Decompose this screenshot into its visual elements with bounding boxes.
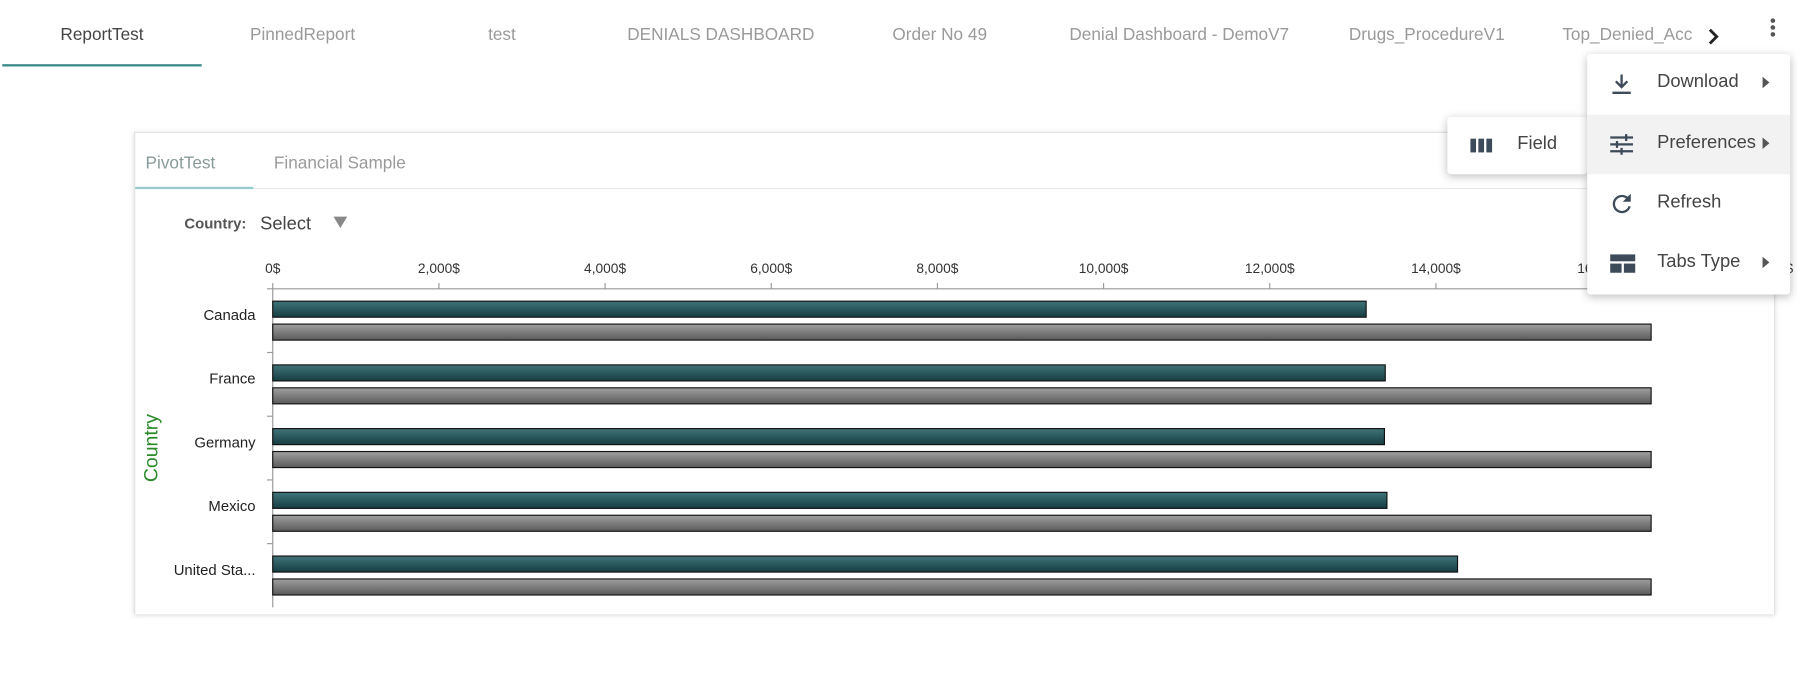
- bar: [272, 364, 1386, 382]
- bar: [272, 555, 1459, 573]
- bar: [272, 450, 1652, 469]
- active-underline: [135, 186, 254, 190]
- y-axis-title: Country: [141, 414, 163, 482]
- next-tab[interactable]: [1708, 28, 1719, 45]
- tabs-type-icon: [1610, 254, 1636, 273]
- x-tick-label: 10,000$: [1079, 261, 1129, 276]
- bar: [272, 578, 1652, 596]
- tab-controls: [1708, 18, 1776, 45]
- y-tick-label: Germany: [194, 435, 256, 451]
- y-tick-label: Canada: [203, 308, 256, 324]
- submenu: Field: [1447, 116, 1588, 175]
- sub-tab[interactable]: PivotTest: [145, 153, 216, 174]
- submenu-arrow: [1762, 256, 1770, 269]
- filter-label: Country:: [184, 217, 246, 233]
- menu-item[interactable]: Field: [1517, 134, 1558, 154]
- x-tick-label: 0$: [265, 261, 281, 276]
- tab[interactable]: Order No 49: [892, 25, 988, 45]
- submenu-arrow: [1762, 76, 1770, 89]
- filter-select[interactable]: Select: [260, 212, 311, 233]
- bar: [272, 300, 1367, 318]
- divider: [135, 187, 1775, 190]
- bar: [272, 428, 1385, 446]
- tab-bar: ReportTest PinnedReport test DENIALS DASHBO…: [0, 0, 1694, 69]
- submenu-arrow: [1762, 137, 1770, 149]
- y-tick-label: Mexico: [208, 499, 255, 515]
- more-menu[interactable]: [1770, 18, 1776, 37]
- x-tick-label: 12,000$: [1245, 261, 1295, 276]
- menu-row[interactable]: Preferences: [1587, 114, 1791, 175]
- tab[interactable]: test: [488, 25, 516, 45]
- field-icon: [1470, 138, 1493, 153]
- bar: [272, 514, 1652, 532]
- tab[interactable]: ReportTest: [60, 25, 144, 45]
- x-tick-label: 2,000$: [418, 261, 460, 276]
- y-tick-label: France: [209, 372, 255, 388]
- x-tick-label: 14,000$: [1411, 261, 1461, 276]
- bar: [272, 387, 1652, 405]
- x-tick-label: 4,000$: [584, 261, 626, 276]
- menu-row[interactable]: Refresh: [1587, 174, 1790, 234]
- tab[interactable]: Drugs_ProcedureV1: [1348, 25, 1505, 45]
- menu-label: Preferences: [1657, 132, 1756, 153]
- dropdown-arrow[interactable]: [333, 216, 348, 229]
- refresh-icon: [1612, 193, 1631, 214]
- y-tick-label: United Sta...: [174, 563, 256, 579]
- menu-row[interactable]: Tabs Type: [1587, 234, 1790, 294]
- menu-label: Tabs Type: [1657, 252, 1741, 272]
- menu-label: Refresh: [1657, 192, 1722, 213]
- tab[interactable]: PinnedReport: [249, 25, 356, 45]
- bar: [272, 323, 1652, 341]
- preferences-icon: [1610, 134, 1634, 155]
- download-icon: [1612, 74, 1631, 94]
- bar: [272, 491, 1388, 509]
- tab[interactable]: Denial Dashboard - DemoV7: [1069, 25, 1290, 45]
- active-underline: [2, 64, 202, 67]
- menu-row[interactable]: Download: [1587, 54, 1790, 114]
- menu-label: Download: [1657, 72, 1739, 92]
- context-menu: Download Preferences Refresh Tabs Type: [1587, 53, 1791, 295]
- tab[interactable]: Top_Denied_Acc: [1562, 25, 1693, 45]
- x-tick-label: 8,000$: [916, 261, 958, 276]
- tab[interactable]: DENIALS DASHBOARD: [627, 25, 815, 45]
- x-tick-label: 6,000$: [750, 261, 792, 276]
- sub-tab[interactable]: Financial Sample: [273, 153, 406, 174]
